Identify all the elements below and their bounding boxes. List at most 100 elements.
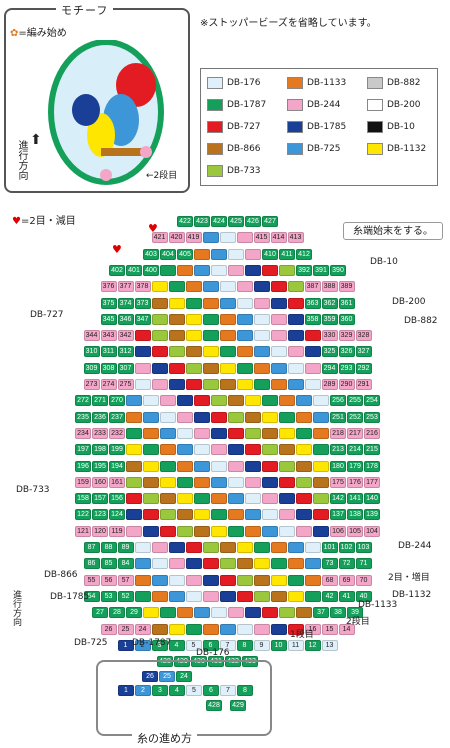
bead: 38 [330, 607, 346, 619]
legend-code: DB-727 [227, 122, 261, 132]
legend-swatch [287, 121, 303, 133]
bead [228, 411, 244, 423]
bead [168, 623, 185, 635]
bead [126, 395, 142, 407]
bead [194, 411, 210, 423]
bead [194, 248, 210, 260]
heart-icon: ♥ [12, 216, 21, 227]
thread-bead: 6 [203, 685, 219, 696]
bead: 274 [100, 379, 117, 390]
bead: 68 [321, 574, 338, 586]
callout-db882: DB-882 [404, 316, 438, 326]
bead: 360 [338, 313, 355, 325]
legend-code: DB-10 [387, 122, 415, 132]
bead: 311 [100, 346, 117, 358]
bead [296, 509, 312, 521]
legend-code: DB-725 [307, 144, 341, 154]
legend-swatch [367, 99, 383, 111]
bead: 103 [355, 542, 372, 553]
bead: 378 [134, 281, 151, 293]
bead [228, 444, 244, 456]
callout-db1787: DB-1787 [132, 638, 172, 648]
bead [296, 460, 312, 472]
bead [194, 525, 210, 537]
bead [313, 427, 329, 439]
direction-label: 進行方向 [11, 590, 21, 626]
bead: 1 [117, 639, 134, 651]
bead: 402 [109, 264, 125, 276]
bead [287, 297, 304, 309]
bead [211, 411, 227, 423]
bead: 275 [117, 379, 134, 390]
bead [126, 509, 142, 521]
bead: 140 [364, 493, 380, 505]
bead [236, 542, 253, 553]
bead: 294 [321, 362, 338, 374]
bead [177, 427, 193, 439]
bead [219, 297, 236, 309]
bead [202, 297, 219, 309]
bead: 343 [100, 330, 117, 342]
bead: 218 [330, 427, 346, 439]
callout-db176: DB-176 [196, 648, 230, 658]
bead: 15 [321, 623, 338, 635]
bead [151, 313, 168, 325]
bead: 359 [321, 313, 338, 325]
bead [287, 542, 304, 553]
bead: 312 [117, 346, 134, 358]
bead: 157 [92, 493, 108, 505]
bead [219, 542, 236, 553]
bead [287, 623, 304, 635]
bead: 273 [83, 379, 100, 390]
bead: 120 [92, 525, 108, 537]
callout-row1: 1段目 [290, 630, 314, 640]
bead [160, 493, 176, 505]
bead [151, 330, 168, 342]
bead: 25 [117, 623, 134, 635]
bead [270, 330, 287, 342]
bead: 160 [92, 476, 108, 488]
legend-item: DB-176 [207, 77, 261, 89]
bead [202, 346, 219, 358]
bead: 53 [100, 590, 117, 602]
bead: 16 [304, 623, 321, 635]
heart-icon: ♥ [148, 222, 158, 235]
bead [151, 379, 168, 390]
thread-end-callout: 糸端始末をする。 [343, 222, 443, 240]
bead [287, 362, 304, 374]
bead: 156 [109, 493, 125, 505]
bead [270, 346, 287, 358]
bead [262, 411, 278, 423]
legend-code: DB-866 [227, 144, 261, 154]
callout-db1785: DB-1785 [50, 592, 90, 602]
bead [313, 460, 329, 472]
bead: 5 [185, 639, 202, 651]
bead: 236 [92, 411, 108, 423]
bead [219, 281, 236, 293]
heart-note: ♥=2目・減目 [12, 216, 76, 227]
bead [194, 264, 210, 276]
bead [219, 558, 236, 570]
bead [211, 460, 227, 472]
bead: 255 [347, 395, 363, 407]
legend-code: DB-244 [307, 100, 341, 110]
arrow-up-icon: ⬆ [30, 132, 42, 148]
bead: 42 [321, 590, 338, 602]
bead [236, 379, 253, 390]
bead [168, 330, 185, 342]
bead [194, 427, 210, 439]
bead [168, 281, 185, 293]
thread-path-box [96, 660, 272, 736]
bead [168, 297, 185, 309]
bead [228, 476, 244, 488]
bead [245, 509, 261, 521]
bead [287, 281, 304, 293]
bead: 270 [109, 395, 125, 407]
bead: 54 [83, 590, 100, 602]
bead: 415 [253, 232, 270, 244]
bead [160, 476, 176, 488]
bead [211, 248, 227, 260]
start-mark-note: ✿=編み始め [10, 28, 67, 39]
bead [194, 607, 210, 619]
bead: 373 [134, 297, 151, 309]
